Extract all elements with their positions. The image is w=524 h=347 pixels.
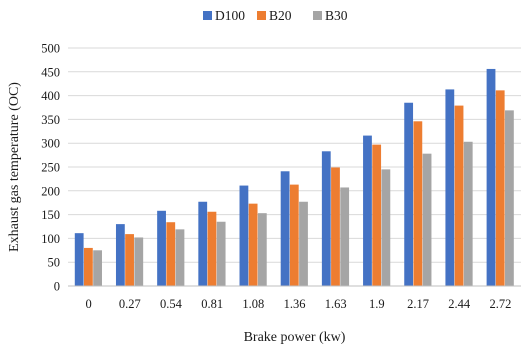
bar-b20-1.9 — [372, 144, 382, 286]
bar-b20-0 — [83, 247, 93, 286]
y-tick-label: 100 — [41, 232, 60, 246]
x-tick-label: 0.54 — [160, 297, 183, 311]
bar-b30-0.54 — [175, 229, 185, 286]
bar-b20-2.72 — [495, 90, 505, 286]
bar-d100-0.54 — [157, 210, 166, 286]
y-tick-label: 200 — [41, 184, 60, 198]
bar-b20-0.81 — [207, 211, 217, 286]
bar-b30-2.72 — [505, 110, 514, 286]
bar-b30-1.63 — [340, 187, 350, 286]
y-tick-label: 50 — [48, 256, 61, 270]
x-tick-label: 1.08 — [242, 297, 264, 311]
x-tick-label: 0 — [85, 297, 91, 311]
bar-d100-1.9 — [363, 135, 372, 286]
bar-b30-1.9 — [381, 169, 391, 286]
x-tick-label: 1.36 — [284, 297, 306, 311]
bar-d100-1.63 — [321, 151, 331, 286]
bar-b30-1.08 — [257, 213, 267, 286]
bar-b20-1.63 — [331, 167, 340, 286]
bar-b30-2.17 — [422, 153, 432, 286]
bar-d100-1.36 — [280, 171, 290, 286]
y-tick-label: 450 — [41, 65, 60, 79]
y-tick-label: 400 — [41, 89, 60, 103]
bar-b20-1.36 — [289, 184, 299, 286]
bar-b30-2.44 — [463, 141, 473, 286]
y-tick-label: 0 — [54, 280, 60, 294]
bar-d100-2.72 — [486, 68, 496, 286]
legend-swatch-d100 — [203, 11, 212, 20]
grid-lines — [68, 47, 521, 263]
bar-d100-1.08 — [239, 185, 249, 286]
bar-b20-1.08 — [248, 203, 258, 286]
bars — [74, 68, 514, 287]
bar-d100-0.27 — [115, 224, 125, 286]
bar-b20-0.27 — [125, 234, 134, 286]
y-axis-ticks: 0 50 100 150 200 250 300 350 400 450 500 — [41, 42, 60, 294]
bar-d100-2.17 — [404, 102, 414, 287]
bar-d100-2.44 — [445, 89, 455, 286]
x-tick-label: 2.44 — [448, 297, 471, 311]
legend-swatch-b30 — [313, 11, 322, 20]
y-tick-label: 250 — [41, 161, 60, 175]
x-axis-ticks: 0 0.27 0.54 0.81 1.08 1.36 1.63 1.9 2.17 2.44 2.72 — [85, 297, 511, 311]
bar-b20-2.17 — [413, 121, 423, 286]
legend-label-d100: D100 — [215, 8, 245, 23]
bar-d100-0.81 — [198, 201, 208, 286]
legend-label-b20: B20 — [269, 8, 292, 23]
bar-b30-0.81 — [216, 221, 226, 286]
x-tick-label: 0.27 — [119, 297, 141, 311]
x-tick-label: 0.81 — [201, 297, 223, 311]
y-tick-label: 350 — [41, 113, 60, 127]
x-axis-title: Brake power (kw) — [244, 330, 346, 345]
y-tick-label: 500 — [41, 42, 60, 56]
y-tick-label: 150 — [41, 208, 60, 222]
bar-b30-1.36 — [299, 201, 308, 286]
bar-b20-0.54 — [166, 222, 176, 286]
bar-b20-2.44 — [454, 105, 464, 286]
x-tick-label: 1.9 — [369, 297, 385, 311]
y-tick-label: 300 — [41, 137, 60, 151]
bar-d100-0 — [74, 233, 84, 286]
y-axis-title: Exhaust gas temperature (OC) — [7, 82, 22, 252]
legend: D100 B20 B30 — [203, 8, 348, 23]
x-tick-label: 2.17 — [407, 297, 429, 311]
legend-swatch-b20 — [257, 11, 266, 20]
legend-label-b30: B30 — [325, 8, 348, 23]
bar-b30-0 — [93, 250, 102, 286]
x-tick-label: 1.63 — [325, 297, 347, 311]
bar-b30-0.27 — [134, 237, 144, 286]
x-tick-label: 2.72 — [489, 297, 511, 311]
